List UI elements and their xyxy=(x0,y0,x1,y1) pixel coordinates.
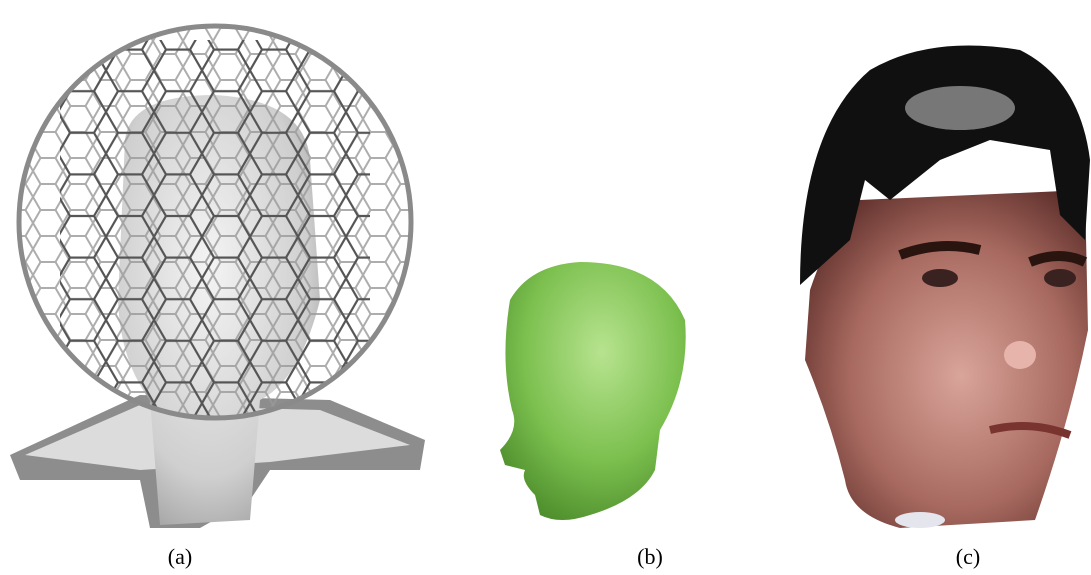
panel-label: (c) xyxy=(956,544,980,569)
panel-b-image xyxy=(500,262,686,520)
panel-label: (b) xyxy=(637,544,663,569)
panel-c-image xyxy=(800,45,1090,528)
panel-label: (a) xyxy=(168,544,192,569)
panel-a-image xyxy=(10,23,425,528)
